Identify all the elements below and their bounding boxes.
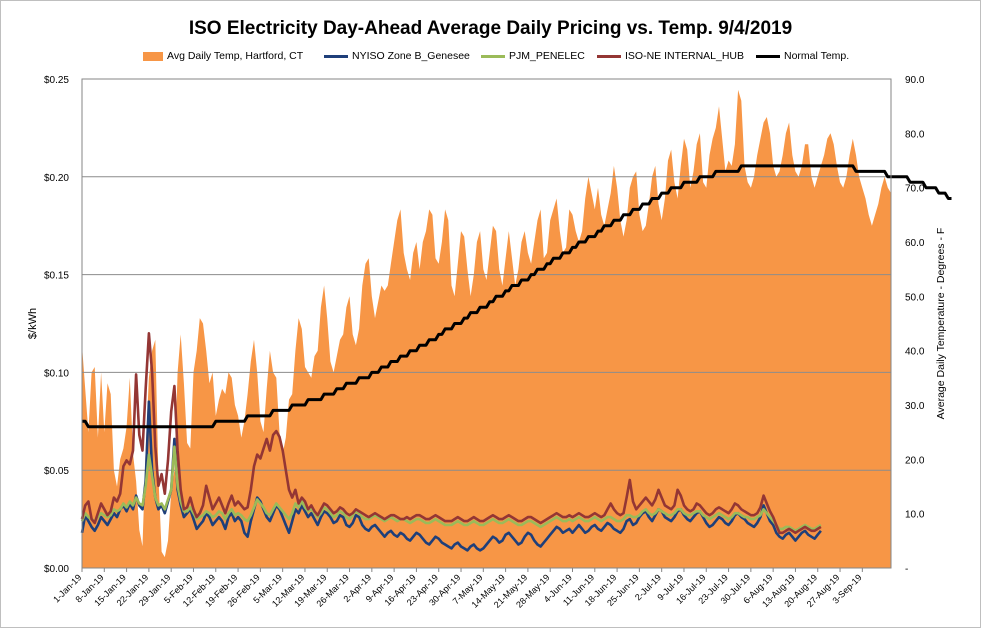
legend-label: NYISO Zone B_Genesee [352,50,470,62]
legend-item: NYISO Zone B_Genesee [324,50,470,62]
plot-border [81,78,892,569]
y-tick-label: $0.10 [44,368,69,379]
y-axis-label: $/kWh [27,308,39,339]
legend-item: Normal Temp. [756,50,849,62]
legend: Avg Daily Temp, Hartford, CT NYISO Zone B… [0,50,981,64]
y2-tick-label: 80.0 [905,129,925,140]
legend-line [597,54,621,58]
legend-line [481,54,505,58]
series-line-3 [80,331,822,535]
y-tick-label: $0.25 [44,75,69,86]
y2-tick-label: 60.0 [905,238,925,249]
series-line-2 [80,445,822,533]
y-tick-label: $0.15 [44,271,69,282]
y2-tick-label: 50.0 [905,292,925,303]
chart-title: ISO Electricity Day-Ahead Average Daily … [188,18,793,39]
legend-label: PJM_PENELEC [509,50,585,62]
legend-swatch [143,51,163,61]
y-tick-label: $0.05 [44,466,69,477]
legend-label: Normal Temp. [784,50,850,62]
y2-tick-label: - [905,564,908,575]
legend-item: ISO-NE INTERNAL_HUB [597,50,744,62]
legend-label: Avg Daily Temp, Hartford, CT [167,50,304,62]
legend-line [324,54,348,58]
y2-tick-label: 30.0 [905,401,925,412]
y-tick-label: $0.20 [44,173,69,184]
y-tick-label: $0.00 [44,564,69,575]
y2-axis-label: Average Daily Temperature - Degrees - F [935,228,947,420]
legend-item: Avg Daily Temp, Hartford, CT [143,50,303,62]
legend-label: ISO-NE INTERNAL_HUB [625,50,745,62]
y2-tick-label: 90.0 [905,75,925,86]
y2-tick-label: 70.0 [905,184,925,195]
y2-tick-label: 20.0 [905,455,925,466]
legend-item: PJM_PENELEC [481,50,585,62]
legend-line [756,54,780,58]
y2-tick-label: 40.0 [905,347,925,358]
y2-tick-label: 10.0 [905,510,925,521]
series-line-4 [82,164,952,429]
series-area-0 [82,89,891,569]
